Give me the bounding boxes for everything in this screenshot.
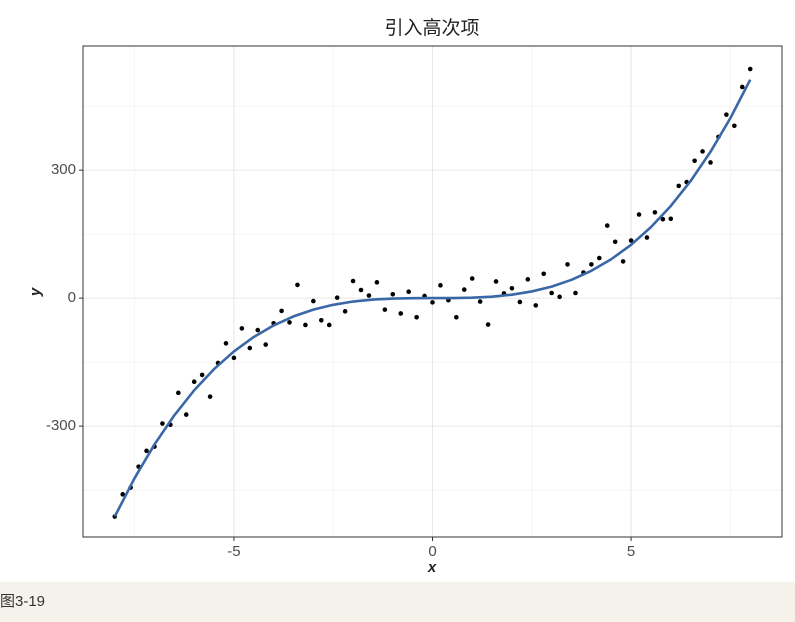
- point: [414, 315, 419, 320]
- point: [223, 341, 229, 346]
- point: [485, 322, 491, 327]
- point: [461, 287, 467, 292]
- point: [541, 271, 547, 277]
- point: [358, 287, 364, 293]
- point: [628, 238, 634, 243]
- point: [350, 278, 356, 284]
- point: [239, 326, 245, 331]
- chart-title: 引入高次项: [384, 17, 479, 39]
- point: [231, 355, 237, 361]
- point: [573, 290, 578, 296]
- point: [430, 300, 435, 305]
- x-tick-label: 5: [627, 543, 635, 560]
- point: [565, 262, 570, 267]
- y-tick-label: 0: [68, 289, 76, 306]
- point: [382, 307, 388, 312]
- point: [604, 223, 610, 228]
- point: [398, 311, 404, 316]
- x-axis-label: x: [427, 559, 437, 576]
- point: [120, 492, 126, 497]
- point: [160, 421, 165, 426]
- fit-line: [113, 79, 752, 518]
- point: [517, 299, 523, 305]
- point: [406, 289, 411, 295]
- point: [493, 279, 499, 284]
- point: [255, 327, 261, 333]
- point: [295, 282, 300, 288]
- point: [724, 112, 729, 117]
- point: [191, 379, 197, 385]
- point: [176, 390, 181, 396]
- y-tick-label: 300: [51, 161, 76, 178]
- point: [477, 299, 483, 304]
- point: [454, 315, 459, 320]
- point: [525, 277, 531, 282]
- point: [549, 290, 554, 296]
- point: [557, 294, 562, 300]
- point: [287, 320, 292, 325]
- point: [533, 303, 539, 308]
- point: [366, 293, 372, 298]
- point: [597, 255, 602, 261]
- point: [644, 235, 650, 240]
- point: [374, 280, 380, 285]
- point: [247, 345, 253, 351]
- y-axis-label: y: [27, 287, 44, 297]
- point: [342, 309, 348, 314]
- point: [708, 160, 713, 165]
- point: [390, 291, 396, 297]
- point: [334, 295, 340, 300]
- point: [692, 158, 697, 164]
- point: [263, 342, 268, 347]
- point: [469, 276, 475, 281]
- point: [660, 216, 666, 222]
- point: [509, 286, 515, 291]
- x-tick-label: 0: [428, 543, 436, 560]
- point: [668, 216, 674, 222]
- point: [739, 84, 745, 90]
- point: [183, 412, 189, 417]
- point: [732, 123, 737, 129]
- point: [636, 212, 642, 217]
- y-tick-label: -300: [46, 417, 76, 434]
- point: [747, 66, 753, 72]
- x-tick-label: -5: [227, 543, 240, 560]
- point: [326, 322, 332, 328]
- point: [207, 394, 213, 399]
- point: [318, 317, 324, 323]
- figure-caption: 图3-19: [0, 582, 795, 622]
- point: [700, 149, 705, 154]
- point: [676, 183, 682, 189]
- chart: 引入高次项 x y -5 0 5 -300 0 300: [27, 17, 783, 576]
- point: [279, 308, 284, 314]
- panel-border: [82, 45, 783, 538]
- point: [438, 283, 443, 288]
- point: [589, 262, 594, 267]
- point: [144, 448, 149, 454]
- point: [303, 322, 308, 328]
- point: [199, 372, 205, 378]
- point: [620, 259, 626, 264]
- point: [652, 210, 658, 215]
- point: [612, 239, 618, 245]
- point: [311, 298, 316, 304]
